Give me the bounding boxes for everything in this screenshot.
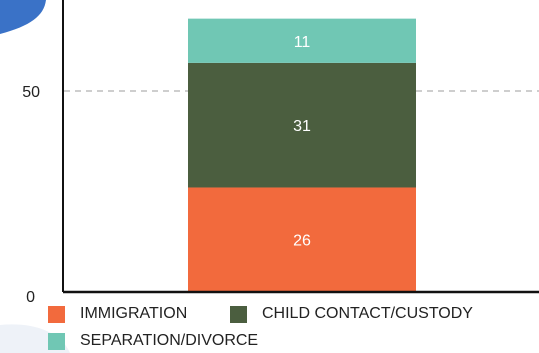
bar-segment-separation-divorce [188,18,416,63]
legend-item-separation-divorce: SEPARATION/DIVORCE [48,332,258,350]
y-axis-ticks: 0 50 [22,84,40,306]
bar-segment-immigration [188,187,416,292]
legend-item-immigration: IMMIGRATION [48,305,187,323]
legend-swatch-separation-divorce [48,332,65,350]
legend-swatch-child-contact-custody [230,305,247,323]
legend-swatch-immigration [48,305,65,323]
legend-label-separation-divorce: SEPARATION/DIVORCE [80,332,259,349]
y-tick-label-50: 50 [22,84,40,101]
data-label-child-contact-custody: 31 [293,118,311,135]
bar-segment-child-contact-custody [188,62,416,188]
data-label-immigration: 26 [293,233,311,250]
data-label-separation-divorce: 11 [294,34,311,51]
decorative-blob [0,0,46,34]
data-labels: 26 31 11 [293,34,311,250]
legend-label-child-contact-custody: CHILD CONTACT/CUSTODY [262,305,473,322]
legend-label-immigration: IMMIGRATION [80,305,188,322]
legend-item-child-contact-custody: CHILD CONTACT/CUSTODY [230,305,473,323]
y-tick-label-0: 0 [26,289,35,306]
bar-stack [188,18,416,292]
